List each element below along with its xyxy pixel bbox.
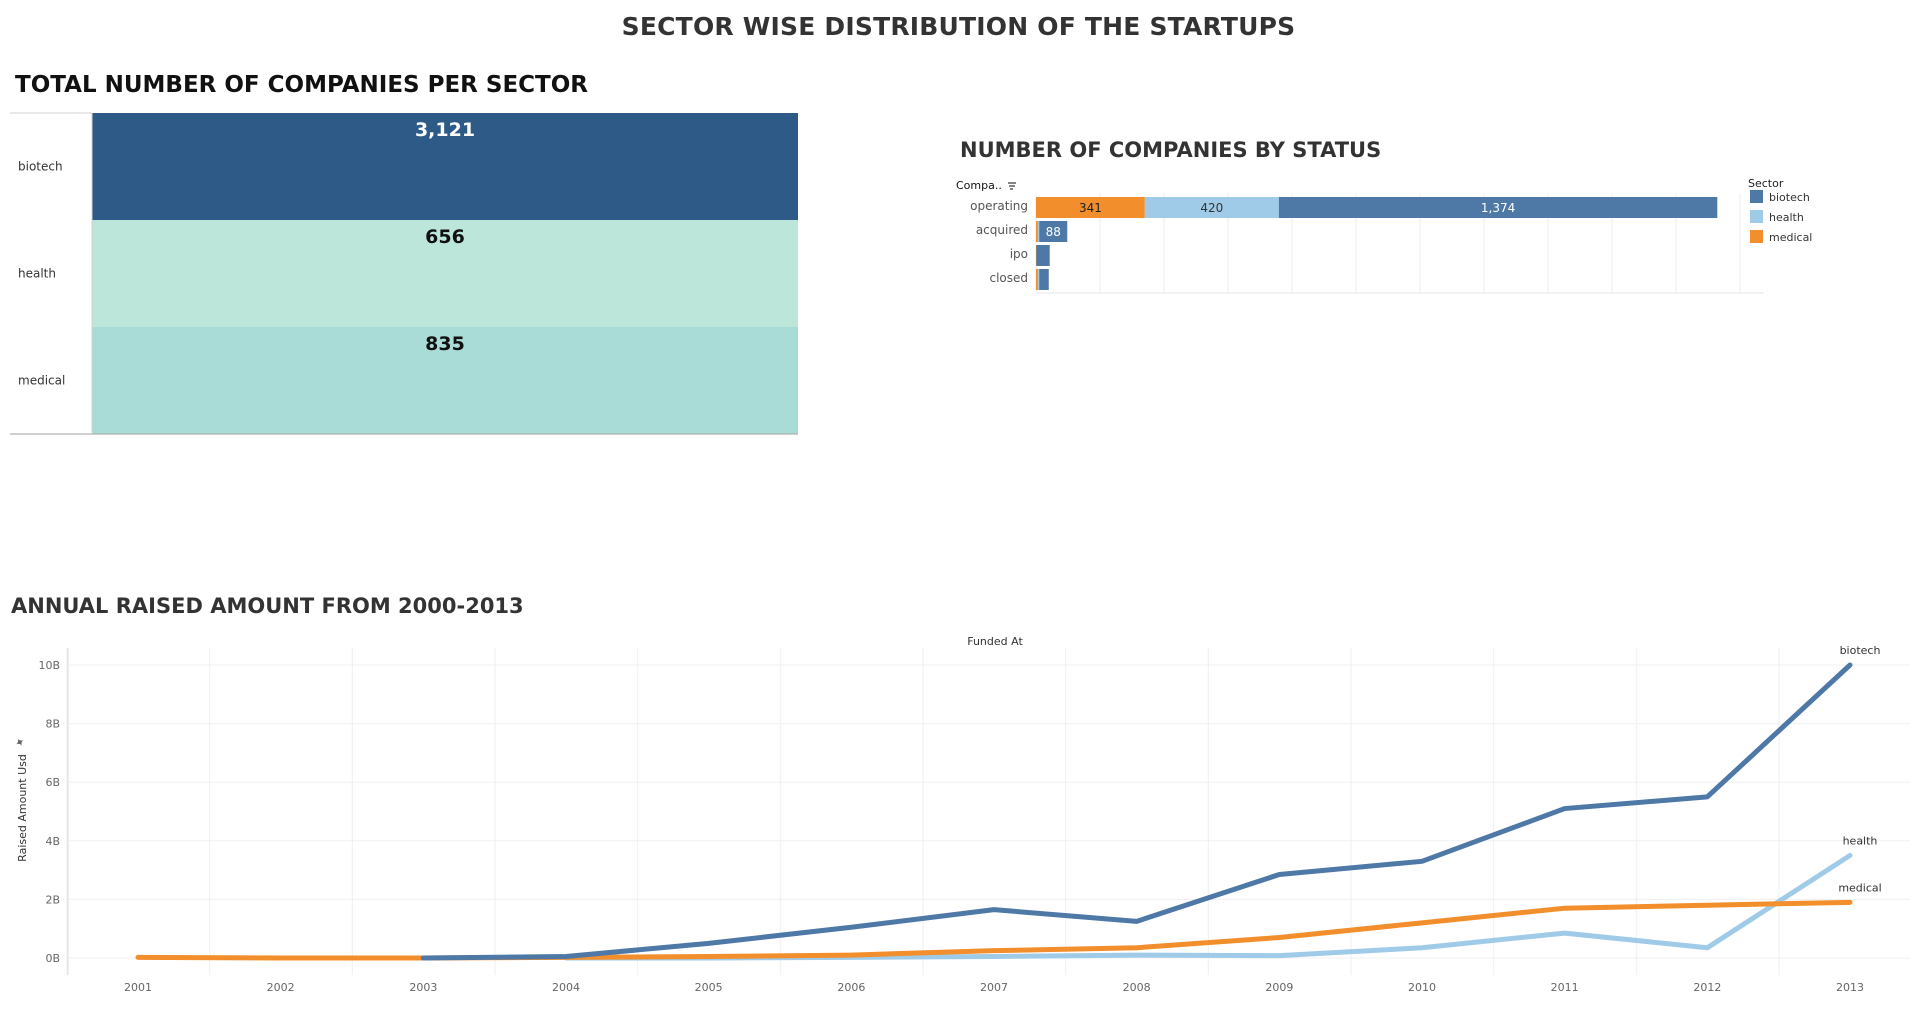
status-bar-closed-biotech (1039, 269, 1049, 290)
y-tick-label: 10B (38, 659, 60, 672)
line-series-biotech (420, 662, 1853, 961)
status-label-operating: operating (970, 199, 1028, 213)
status-axis-header: Compa.. (956, 179, 1002, 192)
status-legend-title: Sector (1748, 177, 1784, 190)
status-data-label-operating-biotech: 1,374 (1481, 201, 1515, 215)
status-bar-operating-medical (1036, 197, 1145, 218)
x-tick-label: 2012 (1693, 981, 1721, 994)
x-tick-label: 2009 (1265, 981, 1293, 994)
status-bar-operating-biotech (1278, 197, 1718, 218)
x-tick-label: 2006 (837, 981, 865, 994)
dashboard-title: SECTOR WISE DISTRIBUTION OF THE STARTUPS (621, 12, 1296, 41)
line-xlabel: Funded At (967, 635, 1023, 648)
legend-swatch-medical (1750, 230, 1763, 243)
status-label-ipo: ipo (1010, 247, 1028, 261)
heatmap-label-medical: medical (18, 374, 65, 388)
annual-raised-line-chart: Funded At Raised Amount Usd ✦ 0B 2B 4B 6B 8B 10B… (12, 635, 1910, 994)
status-bar-operating-health (1144, 197, 1279, 218)
x-tick-label: 2008 (1123, 981, 1151, 994)
status-bar-closed-health (1037, 269, 1040, 290)
y-tick-label: 4B (45, 835, 60, 848)
status-bar-chart: Compa.. operating 341 420 1,374 acquired 88 ipo… (956, 177, 1812, 294)
legend-label-health: health (1769, 211, 1804, 224)
heatmap-value-health: 656 (425, 226, 465, 248)
heatmap-cell-health (92, 220, 798, 327)
line-chart-title: ANNUAL RAISED AMOUNT FROM 2000-2013 (11, 594, 524, 618)
x-tick-label: 2004 (552, 981, 580, 994)
x-tick-label: 2011 (1551, 981, 1579, 994)
x-tick-label: 2010 (1408, 981, 1436, 994)
status-data-label-operating-medical: 341 (1079, 201, 1102, 215)
legend-swatch-biotech (1750, 190, 1763, 203)
heatmap-label-biotech: biotech (18, 160, 63, 174)
x-tick-label: 2001 (124, 981, 152, 994)
sector-heatmap: 3,121 biotech 656 health 835 medical (10, 112, 798, 435)
sector-chart-title: TOTAL NUMBER OF COMPANIES PER SECTOR (15, 72, 589, 98)
line-end-label-biotech: biotech (1840, 644, 1881, 657)
line-end-label-medical: medical (1838, 881, 1881, 894)
status-data-label-acquired-biotech: 88 (1046, 225, 1061, 239)
line-end-label-health: health (1843, 834, 1878, 847)
y-tick-label: 2B (45, 893, 60, 906)
x-tick-label: 2007 (980, 981, 1008, 994)
x-tick-label: 2002 (267, 981, 295, 994)
status-label-closed: closed (989, 271, 1028, 285)
heatmap-label-health: health (18, 267, 56, 281)
line-ylabel: Raised Amount Usd (16, 754, 29, 862)
status-chart-title: NUMBER OF COMPANIES BY STATUS (960, 138, 1382, 162)
status-bar-acquired-medical (1036, 221, 1038, 242)
x-tick-label: 2005 (695, 981, 723, 994)
heatmap-cell-biotech (92, 113, 798, 220)
legend-label-biotech: biotech (1769, 191, 1810, 204)
x-tick-label: 2003 (409, 981, 437, 994)
y-tick-label: 8B (45, 718, 60, 731)
status-bar-acquired-biotech (1039, 221, 1068, 242)
status-data-label-operating-health: 420 (1200, 201, 1223, 215)
legend-label-medical: medical (1769, 231, 1812, 244)
y-tick-label: 6B (45, 776, 60, 789)
status-bar-acquired-health (1037, 221, 1040, 242)
status-bar-ipo-biotech (1036, 245, 1050, 266)
status-label-acquired: acquired (976, 223, 1028, 237)
legend-swatch-health (1750, 210, 1763, 223)
heatmap-cell-medical (92, 327, 798, 434)
heatmap-value-biotech: 3,121 (415, 119, 475, 141)
y-tick-label: 0B (45, 952, 60, 965)
pin-icon: ✦ (12, 734, 28, 751)
status-bar-closed-medical (1036, 269, 1038, 290)
heatmap-value-medical: 835 (425, 333, 465, 355)
x-tick-label: 2013 (1836, 981, 1864, 994)
